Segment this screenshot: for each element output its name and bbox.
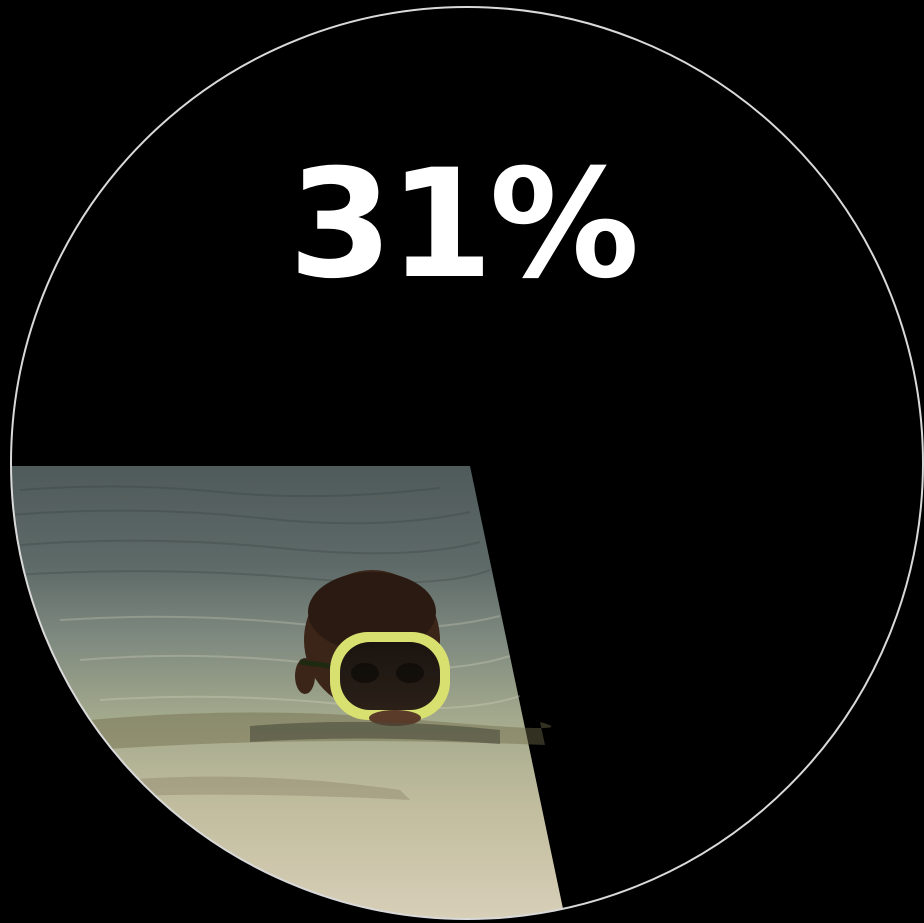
- circle-outline: [10, 6, 924, 920]
- percentage-label: 31%: [288, 138, 639, 312]
- child-snorkeling-icon: [250, 570, 500, 744]
